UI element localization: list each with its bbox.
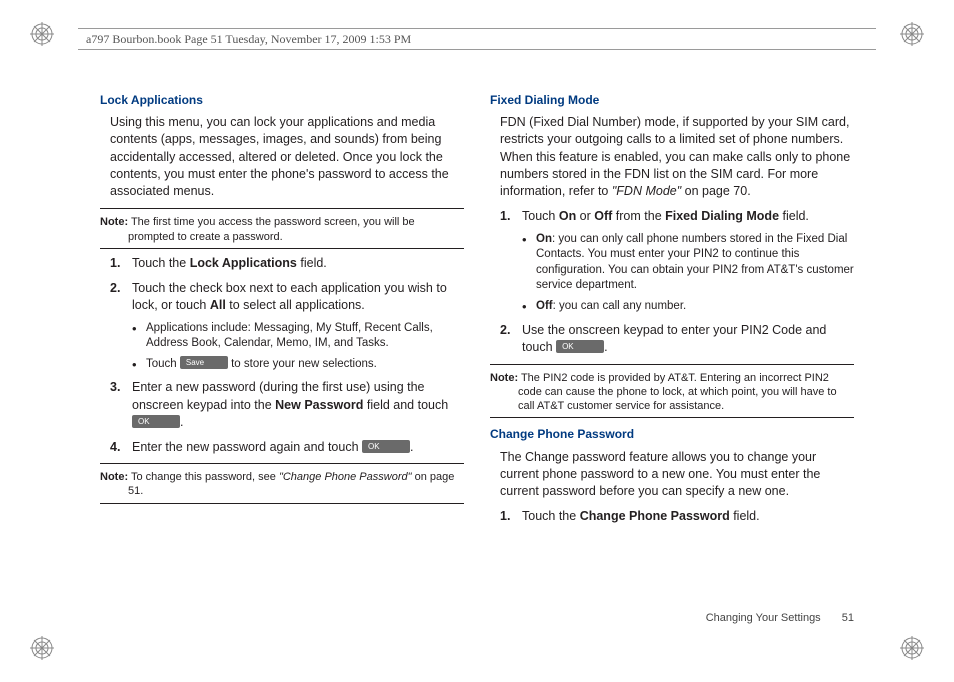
steps-fdn: Touch On or Off from the Fixed Dialing M… [500,208,854,356]
page-header: a797 Bourbon.book Page 51 Tuesday, Novem… [78,28,876,50]
note-change-password-ref: Note: To change this password, see "Chan… [100,470,464,499]
note-label: Note: [100,471,128,483]
right-column: Fixed Dialing Mode FDN (Fixed Dial Numbe… [490,92,854,533]
steps-lock-applications: Touch the Lock Applications field. Touch… [110,255,464,456]
page-content: Lock Applications Using this menu, you c… [100,92,854,533]
rule [100,248,464,249]
bullet-off: Off: you can call any number. [522,299,854,315]
footer-page-number: 51 [842,612,854,624]
bullet-apps-list: Applications include: Messaging, My Stuf… [132,321,464,352]
step-2: Use the onscreen keypad to enter your PI… [500,322,854,357]
softkey-ok: OK [362,440,410,453]
heading-lock-applications: Lock Applications [100,92,464,108]
crop-mark-tl [30,22,54,46]
note-first-password: Note: The first time you access the pass… [100,215,464,244]
step-2: Touch the check box next to each applica… [110,280,464,373]
heading-change-phone-password: Change Phone Password [490,426,854,442]
note-label: Note: [100,216,128,228]
header-text: a797 Bourbon.book Page 51 Tuesday, Novem… [86,32,411,46]
step-1: Touch the Lock Applications field. [110,255,464,273]
steps-chpw: Touch the Change Phone Password field. [500,508,854,526]
softkey-save: Save [180,356,228,369]
rule [100,503,464,504]
bullet-on: On: you can only call phone numbers stor… [522,232,854,294]
crop-mark-tr [900,22,924,46]
step-4: Enter the new password again and touch O… [110,439,464,457]
bullets-fdn: On: you can only call phone numbers stor… [522,232,854,315]
crop-mark-br [900,636,924,660]
footer-section: Changing Your Settings [706,612,821,624]
crop-mark-bl [30,636,54,660]
para-fdn-intro: FDN (Fixed Dial Number) mode, if support… [500,114,854,200]
bullet-touch-save: Touch Save to store your new selections. [132,357,464,373]
softkey-ok: OK [556,340,604,353]
note-label: Note: [490,372,518,384]
softkey-ok: OK [132,415,180,428]
left-column: Lock Applications Using this menu, you c… [100,92,464,533]
note-pin2: Note: The PIN2 code is provided by AT&T.… [490,371,854,414]
step-1: Touch On or Off from the Fixed Dialing M… [500,208,854,314]
step-1: Touch the Change Phone Password field. [500,508,854,526]
rule [490,364,854,365]
rule [100,463,464,464]
rule [490,417,854,418]
bullets-step2: Applications include: Messaging, My Stuf… [132,321,464,373]
para-chpw-intro: The Change password feature allows you t… [500,449,854,501]
para-lock-intro: Using this menu, you can lock your appli… [110,114,464,200]
rule [100,208,464,209]
heading-fixed-dialing-mode: Fixed Dialing Mode [490,92,854,108]
step-3: Enter a new password (during the first u… [110,379,464,432]
page-footer: Changing Your Settings 51 [706,612,854,624]
note-text: The first time you access the password s… [128,216,415,242]
